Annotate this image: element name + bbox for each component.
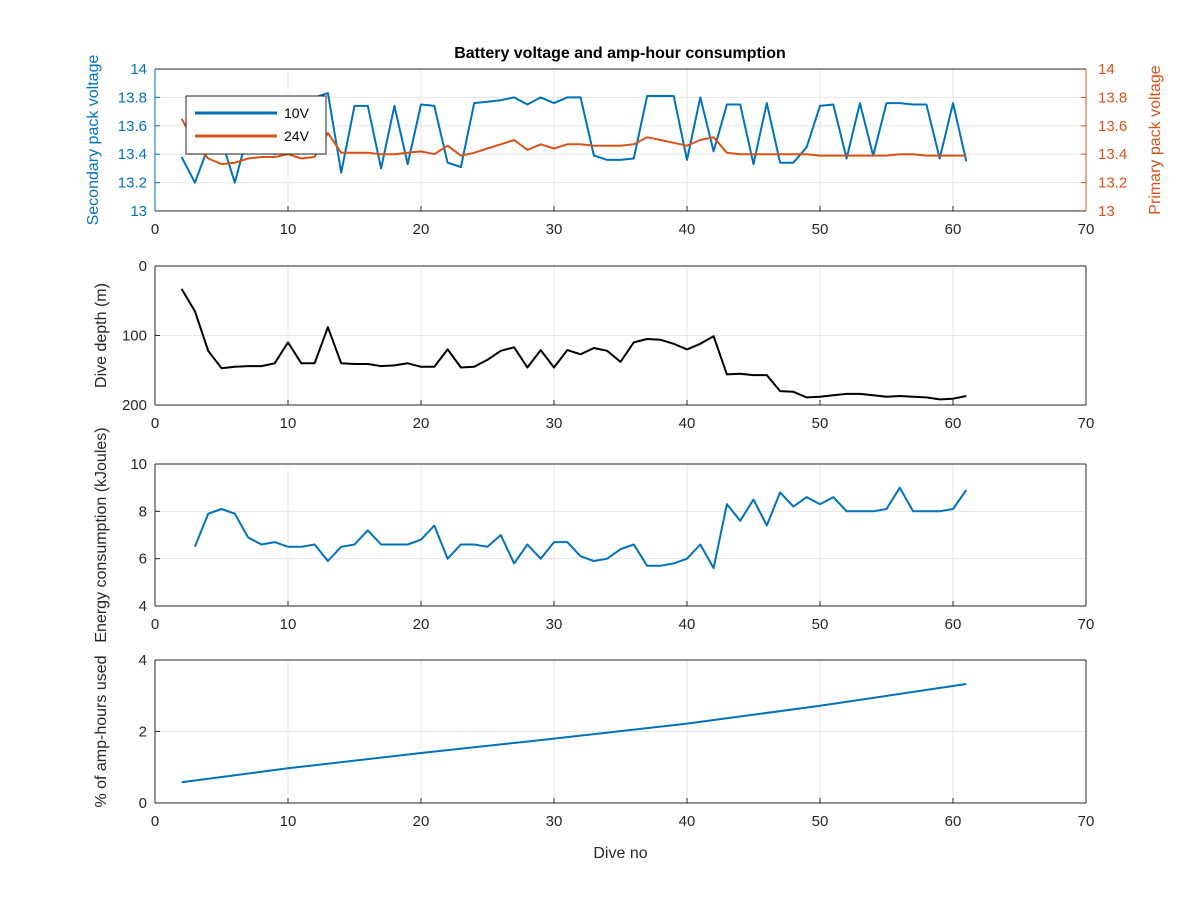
amp-hours-x-tick-label: 60 bbox=[945, 813, 962, 830]
voltage-right-tick-label: 13.8 bbox=[1098, 89, 1127, 106]
amp-hours-y-tick-label: 0 bbox=[139, 795, 147, 812]
amp-hours-y-tick-label: 2 bbox=[139, 724, 147, 741]
depth-x-tick-label: 10 bbox=[280, 415, 297, 432]
depth-x-tick-label: 50 bbox=[812, 415, 829, 432]
depth-y-label: Dive depth (m) bbox=[93, 283, 110, 388]
energy-x-tick-label: 50 bbox=[812, 616, 829, 633]
amp-hours-y-tick-label: 4 bbox=[139, 652, 147, 669]
voltage-x-tick-label: 0 bbox=[151, 221, 159, 238]
energy-y-tick-label: 10 bbox=[130, 456, 147, 473]
energy-x-tick-label: 20 bbox=[413, 616, 430, 633]
amp-hours-x-tick-label: 40 bbox=[679, 813, 696, 830]
energy-y-tick-label: 4 bbox=[139, 598, 147, 615]
voltage-y-tick-label: 13.6 bbox=[118, 118, 147, 135]
energy-x-tick-label: 40 bbox=[679, 616, 696, 633]
legend-label-24v: 24V bbox=[284, 128, 310, 144]
voltage-y-tick-label: 13 bbox=[130, 203, 147, 220]
depth-x-tick-label: 20 bbox=[413, 415, 430, 432]
amp-hours-x-tick-label: 50 bbox=[812, 813, 829, 830]
chart-title: Battery voltage and amp-hour consumption bbox=[454, 45, 786, 62]
voltage-y-tick-label: 13.4 bbox=[118, 146, 147, 163]
voltage-right-tick-label: 13.2 bbox=[1098, 175, 1127, 192]
voltage-x-tick-label: 20 bbox=[413, 221, 430, 238]
amp-hours-x-tick-label: 10 bbox=[280, 813, 297, 830]
legend-box bbox=[185, 95, 327, 155]
energy-y-tick-label: 6 bbox=[139, 551, 147, 568]
voltage-x-tick-label: 10 bbox=[280, 221, 297, 238]
amp-hours-x-tick-label: 0 bbox=[151, 813, 159, 830]
energy-subplot: 0 10 20 30 40 50 60 70 4 6 8 10 Energy consumption (… bbox=[93, 427, 1094, 642]
voltage-y-label-right: Primary pack voltage bbox=[1147, 65, 1164, 214]
voltage-x-tick-label: 30 bbox=[546, 221, 563, 238]
energy-y-tick-label: 8 bbox=[139, 503, 147, 520]
energy-x-tick-label: 10 bbox=[280, 616, 297, 633]
amp-hours-x-tick-label: 30 bbox=[546, 813, 563, 830]
voltage-x-tick-label: 70 bbox=[1078, 221, 1095, 238]
energy-x-tick-label: 30 bbox=[546, 616, 563, 633]
voltage-subplot: 0 10 20 30 40 50 60 701313.213.413.613.8141313.… bbox=[85, 55, 1164, 238]
voltage-x-tick-label: 40 bbox=[679, 221, 696, 238]
amp-hours-x-label: Dive no bbox=[593, 845, 647, 862]
voltage-y-tick-label: 14 bbox=[130, 61, 147, 78]
depth-y-tick-label: 200 bbox=[122, 397, 147, 414]
amp-hours-y-label: % of amp-hours used bbox=[93, 655, 110, 807]
voltage-right-tick-label: 14 bbox=[1098, 61, 1115, 78]
depth-subplot: 0 10 20 30 40 50 60 70 0 100 200 Dive depth (m) bbox=[93, 258, 1094, 432]
energy-x-tick-label: 0 bbox=[151, 616, 159, 633]
amp-hours-x-tick-label: 70 bbox=[1078, 813, 1095, 830]
voltage-y-label: Secondary pack voltage bbox=[85, 55, 102, 226]
voltage-series-24v bbox=[180, 118, 967, 166]
depth-x-tick-label: 0 bbox=[151, 415, 159, 432]
voltage-x-tick-label: 50 bbox=[812, 221, 829, 238]
voltage-right-tick-label: 13.4 bbox=[1098, 146, 1127, 163]
depth-series-line bbox=[180, 288, 967, 401]
voltage-y-tick-label: 13.8 bbox=[118, 89, 147, 106]
voltage-y-tick-label: 13.2 bbox=[118, 175, 147, 192]
depth-x-tick-label: 30 bbox=[546, 415, 563, 432]
voltage-right-tick-label: 13 bbox=[1098, 203, 1115, 220]
voltage-x-tick-label: 60 bbox=[945, 221, 962, 238]
energy-series-line bbox=[193, 486, 968, 570]
depth-x-tick-label: 70 bbox=[1078, 415, 1095, 432]
depth-y-tick-label: 0 bbox=[139, 258, 147, 275]
energy-x-tick-label: 60 bbox=[945, 616, 962, 633]
depth-y-tick-label: 100 bbox=[122, 328, 147, 345]
amp-hours-subplot: 0 10 20 30 40 50 60 70 0 2 4 % of amp-hours used Div… bbox=[93, 652, 1094, 862]
depth-x-tick-label: 40 bbox=[679, 415, 696, 432]
voltage-right-tick-label: 13.6 bbox=[1098, 118, 1127, 135]
energy-y-label: Energy consumption (kJoules) bbox=[93, 427, 110, 642]
amp-hours-x-tick-label: 20 bbox=[413, 813, 430, 830]
legend-label-10v: 10V bbox=[284, 105, 310, 121]
depth-x-tick-label: 60 bbox=[945, 415, 962, 432]
energy-plot-area bbox=[155, 464, 1086, 606]
energy-x-tick-label: 70 bbox=[1078, 616, 1095, 633]
amp-hours-series-line bbox=[181, 683, 967, 784]
